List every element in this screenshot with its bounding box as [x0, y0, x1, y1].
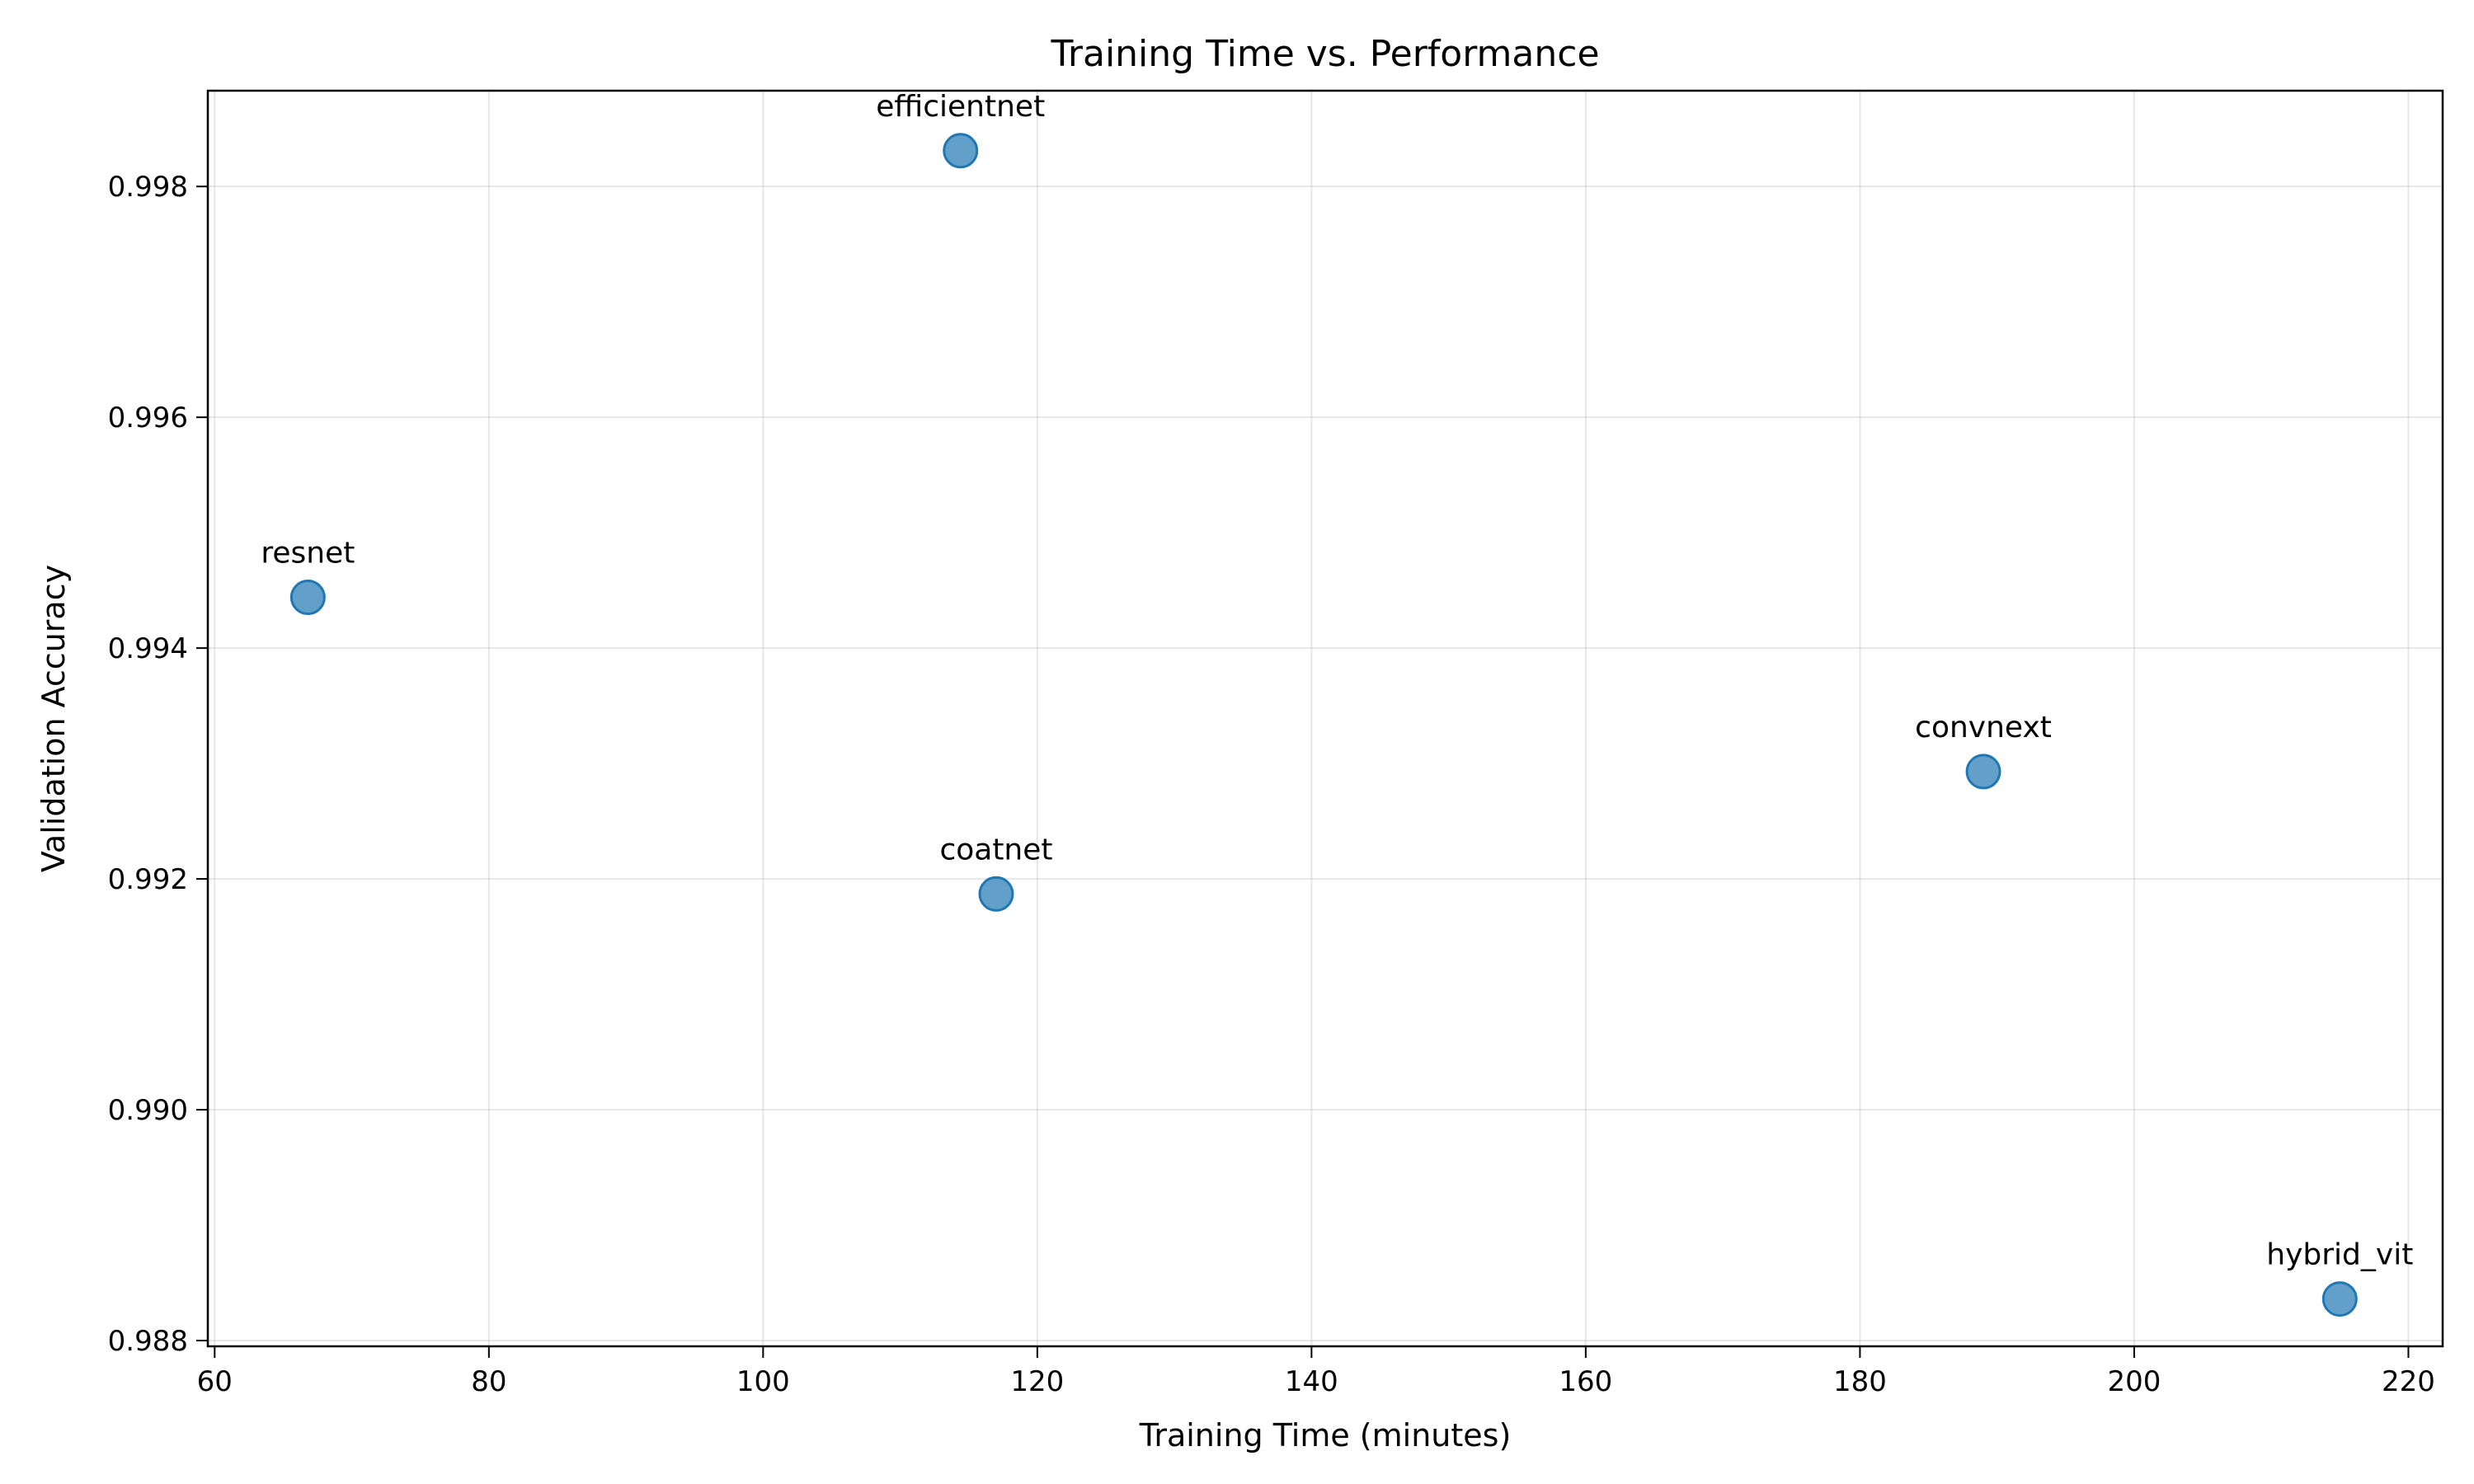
- axis-ticks: 60 80 100 120 140 160 180 200 220 0.988 0.990 0.992…: [108, 171, 2435, 1398]
- data-point-coatnet: [978, 876, 1014, 912]
- data-point-hybrid-vit: [2321, 1281, 2358, 1317]
- data-point-efficientnet: [943, 133, 979, 169]
- x-tick-label: 60: [197, 1365, 233, 1398]
- data-point-resnet: [289, 580, 326, 616]
- plot-frame: [206, 89, 2444, 1348]
- y-tick-label: 0.988: [108, 1325, 188, 1358]
- point-label-efficientnet: efficientnet: [876, 90, 1045, 124]
- x-tick-label: 200: [2107, 1365, 2161, 1398]
- x-tick-label: 100: [736, 1365, 790, 1398]
- y-tick-label: 0.990: [108, 1094, 188, 1127]
- y-tick-label: 0.992: [108, 863, 188, 896]
- x-tick-label: 120: [1010, 1365, 1064, 1398]
- data-points: resnet efficientnet coatnet convnext hybrid_…: [261, 90, 2413, 1317]
- x-axis-label: Training Time (minutes): [1139, 1417, 1512, 1453]
- x-tick-label: 180: [1833, 1365, 1887, 1398]
- y-tick-label: 0.996: [108, 402, 188, 434]
- y-tick-label: 0.994: [108, 632, 188, 665]
- data-point-convnext: [1965, 754, 2001, 790]
- x-tick-label: 220: [2382, 1365, 2435, 1398]
- point-label-resnet: resnet: [261, 537, 355, 571]
- x-tick-label: 140: [1285, 1365, 1338, 1398]
- grid: [208, 91, 2443, 1346]
- y-tick-label: 0.998: [108, 171, 188, 204]
- x-tick-label: 80: [471, 1365, 506, 1398]
- x-tick-label: 160: [1559, 1365, 1612, 1398]
- point-label-hybrid-vit: hybrid_vit: [2266, 1238, 2413, 1272]
- point-label-convnext: convnext: [1915, 711, 2052, 744]
- point-label-coatnet: coatnet: [939, 833, 1052, 866]
- y-axis-label: Validation Accuracy: [35, 565, 72, 872]
- chart-title: Training Time vs. Performance: [1050, 33, 1599, 75]
